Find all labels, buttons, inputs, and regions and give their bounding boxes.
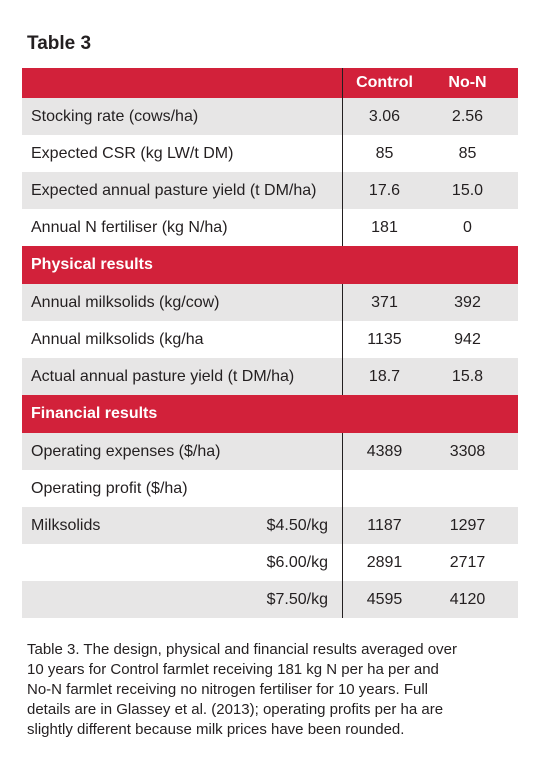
table: Control No-N Stocking rate (cows/ha) 3.06 2.… xyxy=(22,68,518,618)
row-label-cell: Stocking rate (cows/ha) xyxy=(22,98,343,135)
table-row: Annual N fertiliser (kg N/ha) 181 0 xyxy=(22,209,518,246)
caption: Table 3. The design, physical and financ… xyxy=(27,640,457,740)
row-label: Annual milksolids (kg/cow) xyxy=(31,293,220,311)
table-row: $6.00/kg 2891 2717 xyxy=(22,544,518,581)
caption-line: 10 years for Control farmlet receiving 1… xyxy=(27,661,439,678)
table-title: Table 3 xyxy=(27,33,92,54)
cell-value: 85 xyxy=(458,144,477,162)
table-row: Annual milksolids (kg/ha 1135 942 xyxy=(22,321,518,358)
column-header: No-N xyxy=(448,74,487,91)
caption-line: details are in Glassey et al. (2013); op… xyxy=(27,701,444,718)
cell-value: 392 xyxy=(454,293,481,311)
header-blank xyxy=(22,68,343,98)
price-label: $7.50/kg xyxy=(266,590,328,608)
row-label-cell: Milksolids $4.50/kg xyxy=(22,507,343,544)
cell-value: 0 xyxy=(463,218,472,236)
cell-value: 3308 xyxy=(449,442,486,460)
caption-line: Table 3. The design, physical and financ… xyxy=(27,641,457,658)
cell-value: 15.0 xyxy=(451,181,484,199)
row-label-cell: Operating profit ($/ha) xyxy=(22,470,343,507)
row-label: Milksolids xyxy=(31,516,101,534)
row-label-cell: Annual milksolids (kg/ha xyxy=(22,321,343,358)
row-label: Actual annual pasture yield (t DM/ha) xyxy=(31,367,295,385)
cell-value: 942 xyxy=(454,330,481,348)
row-label-cell: $6.00/kg xyxy=(22,544,343,581)
cell-value: 3.06 xyxy=(368,107,401,125)
cell-value: 2891 xyxy=(366,553,403,571)
row-label-cell: Expected CSR (kg LW/t DM) xyxy=(22,135,343,172)
cell-value: 1135 xyxy=(367,330,402,348)
cell-value: 371 xyxy=(371,293,398,311)
cell-value: 181 xyxy=(371,218,398,236)
section-heading: Physical results xyxy=(22,246,518,284)
cell-value: 4120 xyxy=(449,590,486,608)
cell-value: 15.8 xyxy=(451,367,484,385)
row-label-cell: Actual annual pasture yield (t DM/ha) xyxy=(22,358,343,395)
table-row: $7.50/kg 4595 4120 xyxy=(22,581,518,618)
price-label: $4.50/kg xyxy=(266,516,328,534)
cell-value: 2717 xyxy=(449,553,486,571)
column-header: Control xyxy=(356,74,413,91)
row-label: Stocking rate (cows/ha) xyxy=(31,107,199,125)
cell-value: 85 xyxy=(375,144,394,162)
cell-value: 1297 xyxy=(449,516,486,534)
cell-value: 4389 xyxy=(366,442,403,460)
table-row: Milksolids $4.50/kg 1187 1297 xyxy=(22,507,518,544)
section-heading: Financial results xyxy=(22,395,518,433)
row-label-cell: Expected annual pasture yield (t DM/ha) xyxy=(22,172,343,209)
table-row: Operating expenses ($/ha) 4389 3308 xyxy=(22,433,518,470)
cell-value: 2.56 xyxy=(451,107,484,125)
caption-line: slightly different because milk prices h… xyxy=(27,721,405,738)
cell-value: 4595 xyxy=(366,590,403,608)
table-row: Operating profit ($/ha) xyxy=(22,470,518,507)
price-label: $6.00/kg xyxy=(266,553,328,571)
row-label: Annual N fertiliser (kg N/ha) xyxy=(31,218,228,236)
table-row: Actual annual pasture yield (t DM/ha) 18.… xyxy=(22,358,518,395)
header-row: Control No-N xyxy=(22,68,518,98)
row-label: Expected annual pasture yield (t DM/ha) xyxy=(31,181,317,199)
caption-line: No-N farmlet receiving no nitrogen ferti… xyxy=(27,681,428,698)
row-label: Annual milksolids (kg/ha xyxy=(31,330,204,348)
row-label-cell: Annual N fertiliser (kg N/ha) xyxy=(22,209,343,246)
table-row: Expected CSR (kg LW/t DM) 85 85 xyxy=(22,135,518,172)
cell-value: 1187 xyxy=(367,516,402,534)
table-row: Expected annual pasture yield (t DM/ha) 1… xyxy=(22,172,518,209)
row-label: Operating expenses ($/ha) xyxy=(31,442,221,460)
table-row: Stocking rate (cows/ha) 3.06 2.56 xyxy=(22,98,518,135)
row-label-cell: Annual milksolids (kg/cow) xyxy=(22,284,343,321)
row-label-cell: Operating expenses ($/ha) xyxy=(22,433,343,470)
cell-value: 18.7 xyxy=(368,367,401,385)
row-label: Operating profit ($/ha) xyxy=(31,479,188,497)
cell-value: 17.6 xyxy=(368,181,401,199)
row-label-cell: $7.50/kg xyxy=(22,581,343,618)
table-row: Annual milksolids (kg/cow) 371 392 xyxy=(22,284,518,321)
row-label: Expected CSR (kg LW/t DM) xyxy=(31,144,234,162)
